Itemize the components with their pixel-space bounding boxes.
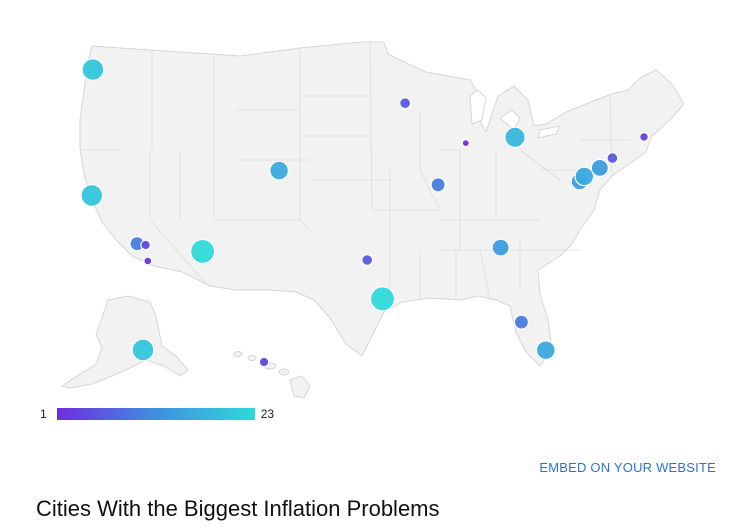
city-bubble-chicago[interactable] xyxy=(461,139,470,148)
hawaii-shape xyxy=(233,351,311,399)
contiguous-us-shape xyxy=(79,41,685,367)
city-bubble-minneapolis[interactable] xyxy=(399,97,412,110)
color-legend: 1 23 xyxy=(40,405,274,423)
city-bubble-detroit[interactable] xyxy=(504,126,526,149)
map-canvas xyxy=(61,41,685,399)
city-bubble-houston[interactable] xyxy=(369,286,396,312)
page-title: Cities With the Biggest Inflation Proble… xyxy=(36,496,440,521)
state-borders xyxy=(80,41,630,301)
legend-gradient-bar xyxy=(56,408,255,420)
city-bubble-san-diego[interactable] xyxy=(143,256,153,266)
city-bubble-new-york[interactable] xyxy=(606,152,619,165)
great-lakes-shape xyxy=(469,89,561,139)
city-bubble-tampa[interactable] xyxy=(513,314,530,330)
city-bubble-anchorage[interactable] xyxy=(131,338,155,362)
city-bubble-boston[interactable] xyxy=(639,131,649,142)
city-bubble-denver[interactable] xyxy=(269,160,290,181)
legend-min-label: 1 xyxy=(40,407,47,421)
city-bubble-honolulu[interactable] xyxy=(258,356,270,368)
legend-max-label: 23 xyxy=(260,407,275,421)
alaska-shape xyxy=(61,295,189,389)
city-bubble-seattle[interactable] xyxy=(81,58,105,81)
city-bubble-st-louis[interactable] xyxy=(430,177,446,193)
embed-on-website-link[interactable]: EMBED ON YOUR WEBSITE xyxy=(539,460,716,475)
city-bubble-san-francisco[interactable] xyxy=(80,184,104,207)
city-bubble-atlanta[interactable] xyxy=(491,238,510,257)
us-map xyxy=(61,41,685,399)
city-bubbles xyxy=(80,58,649,368)
city-bubble-philadelphia[interactable] xyxy=(590,158,609,177)
city-bubble-riverside[interactable] xyxy=(140,239,151,251)
city-bubble-dallas[interactable] xyxy=(361,254,374,267)
city-bubble-phoenix[interactable] xyxy=(190,238,216,264)
city-bubble-baltimore[interactable] xyxy=(574,166,595,187)
city-bubble-miami[interactable] xyxy=(535,340,556,361)
